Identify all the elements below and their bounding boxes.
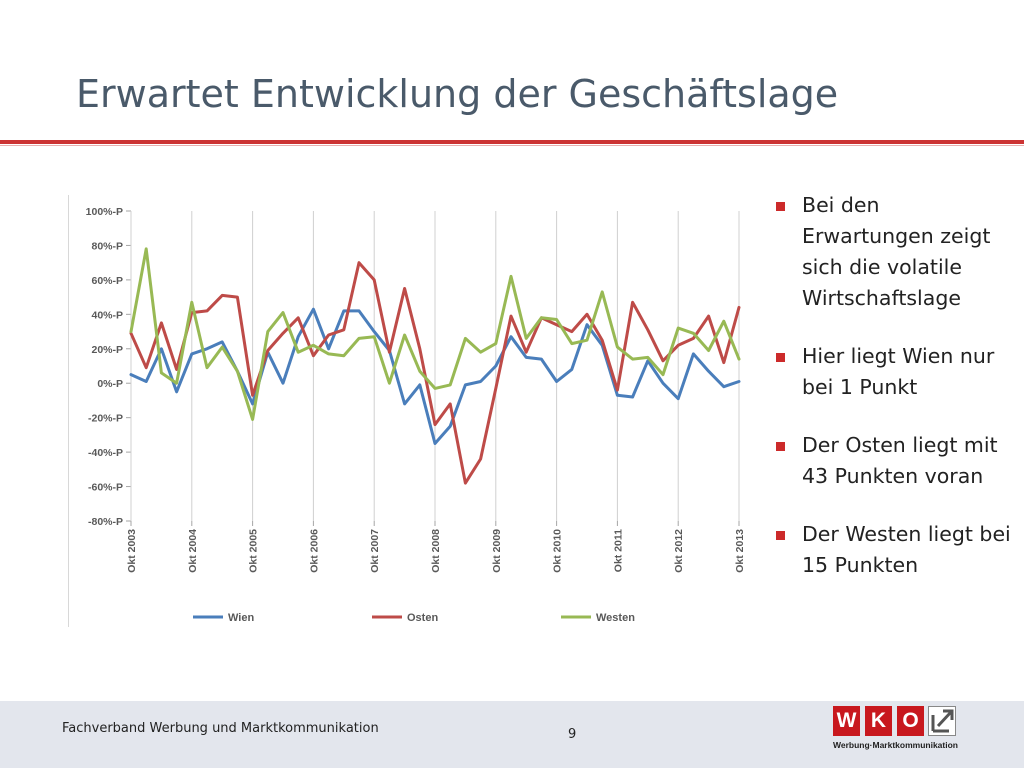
bullet-text: Bei den Erwartungen zeigt sich die volat… [802, 193, 991, 310]
x-tick-label: Okt 2011 [612, 529, 624, 572]
y-tick-label: -40%-P [88, 447, 123, 459]
bullet-item: Der Osten liegt mit 43 Punkten voran [772, 430, 1012, 492]
y-tick-label: -20%-P [88, 413, 123, 425]
title-divider-shadow [0, 145, 1024, 146]
footer-organization: Fachverband Werbung und Marktkommunikati… [62, 721, 379, 736]
bullet-item: Bei den Erwartungen zeigt sich die volat… [772, 190, 1012, 314]
y-tick-label: 40%-P [91, 309, 123, 321]
logo-letter-k: K [865, 706, 892, 736]
y-tick-label: -60%-P [88, 482, 123, 494]
y-tick-label: 60%-P [91, 275, 123, 287]
x-tick-label: Okt 2003 [126, 529, 138, 573]
y-tick-label: -80%-P [88, 516, 123, 528]
line-chart: 100%-P 80%-P 60%-P 40%-P 20%-P 0%-P -20%-P -40%… [86, 206, 746, 624]
y-tick-label: 100%-P [86, 206, 123, 218]
y-tick-label: 20%-P [91, 344, 123, 356]
x-tick-label: Okt 2010 [552, 529, 564, 573]
y-tick-label: 80%-P [91, 240, 123, 252]
bullet-marker-icon [776, 442, 785, 451]
x-tick-label: Okt 2006 [308, 529, 320, 573]
page-number: 9 [568, 727, 577, 742]
series-line-westen [129, 247, 741, 421]
x-tick-label: Okt 2009 [491, 529, 503, 573]
x-tick-label: Okt 2004 [187, 529, 199, 573]
legend-label-wien: Wien [228, 612, 254, 624]
logo-letter-w: W [833, 706, 860, 736]
line-chart-panel: 100%-P 80%-P 60%-P 40%-P 20%-P 0%-P -20%-P -40%… [68, 195, 749, 627]
bullet-text: Der Osten liegt mit 43 Punkten voran [802, 433, 998, 488]
bullet-marker-icon [776, 202, 785, 211]
bullet-marker-icon [776, 353, 785, 362]
x-tick-label: Okt 2013 [734, 529, 746, 573]
title-divider [0, 140, 1024, 144]
arrow-out-icon [928, 706, 956, 736]
bullet-item: Der Westen liegt bei 15 Punkten [772, 519, 1012, 581]
y-tick-label: 0%-P [97, 378, 123, 390]
logo-subtitle: Werbung·Marktkommunikation [833, 740, 958, 750]
x-tick-label: Okt 2007 [369, 529, 381, 573]
legend-label-osten: Osten [407, 612, 438, 624]
x-tick-label: Okt 2008 [430, 529, 442, 573]
bullet-item: Hier liegt Wien nur bei 1 Punkt [772, 341, 1012, 403]
x-tick-label: Okt 2005 [248, 529, 260, 573]
bullet-list: Bei den Erwartungen zeigt sich die volat… [772, 190, 1012, 608]
slide-footer: Fachverband Werbung und Marktkommunikati… [0, 701, 1024, 768]
logo-letter-o: O [897, 706, 924, 736]
bullet-marker-icon [776, 531, 785, 540]
slide-title: Erwartet Entwicklung der Geschäftslage [76, 72, 839, 116]
x-tick-label: Okt 2012 [673, 529, 685, 573]
wko-logo: W K O Werbung·Marktkommunikation [833, 706, 958, 756]
legend-label-westen: Westen [596, 612, 635, 624]
series-line-osten [129, 261, 741, 485]
bullet-text: Der Westen liegt bei 15 Punkten [802, 522, 1011, 577]
bullet-text: Hier liegt Wien nur bei 1 Punkt [802, 344, 995, 399]
